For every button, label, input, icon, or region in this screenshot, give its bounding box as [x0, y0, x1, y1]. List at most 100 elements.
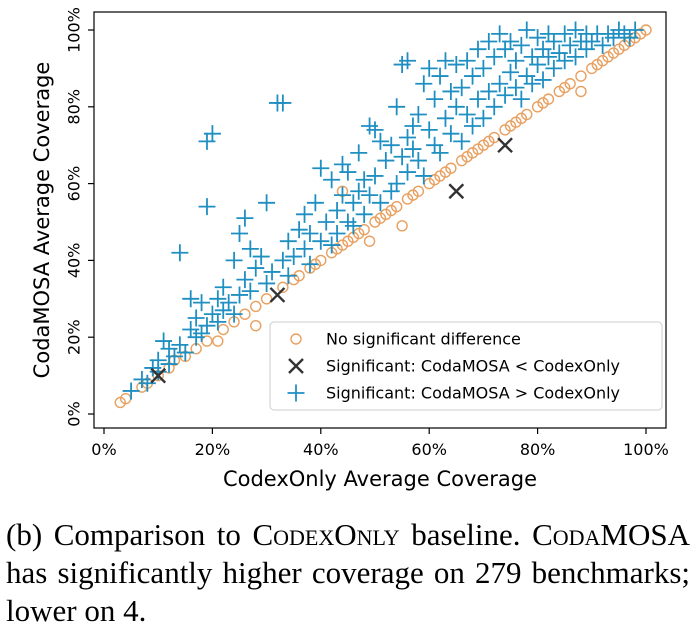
data-point [399, 52, 417, 70]
data-point [361, 186, 379, 204]
data-point [209, 313, 227, 331]
data-point [507, 79, 525, 97]
data-point [258, 194, 276, 212]
x-axis-label: CodexOnly Average Coverage [223, 467, 537, 491]
data-point [469, 90, 487, 108]
data-point [388, 175, 406, 193]
data-point [497, 137, 513, 154]
legend-label: Significant: CodaMOSA < CodexOnly [326, 357, 620, 376]
data-point [426, 90, 444, 108]
data-point [512, 36, 530, 54]
x-tick-label: 0% [91, 440, 116, 459]
data-point [390, 200, 403, 213]
data-point [529, 29, 547, 47]
data-point [296, 205, 314, 223]
data-point [301, 225, 319, 243]
y-tick-label: 100% [65, 7, 84, 53]
data-point [241, 282, 259, 300]
data-point [542, 93, 555, 105]
data-point [296, 240, 314, 258]
x-tick-label: 20% [195, 440, 231, 459]
x-tick-label: 60% [411, 440, 447, 459]
data-point [252, 248, 270, 266]
data-point [464, 67, 482, 85]
data-point [317, 213, 335, 231]
data-point [377, 152, 395, 170]
data-point [350, 144, 368, 162]
data-point [328, 225, 346, 243]
data-point [567, 21, 585, 39]
data-point [474, 109, 492, 127]
data-point [355, 205, 373, 223]
data-point [564, 78, 576, 90]
data-point [529, 56, 547, 74]
data-point [225, 251, 243, 269]
data-point [306, 194, 324, 212]
data-point [523, 75, 541, 93]
data-point [371, 132, 389, 150]
data-point [231, 225, 248, 243]
data-point [241, 240, 259, 258]
data-point [193, 294, 211, 312]
data-point [138, 374, 156, 392]
data-point [198, 317, 216, 335]
data-point [409, 105, 427, 123]
data-point [165, 347, 183, 365]
data-point [350, 182, 368, 200]
plot-area [93, 11, 667, 429]
data-point [485, 48, 503, 66]
axis-ticks: 0% 20% 40% 60% 80% 100% 0% 20% 40% 60% 80% 100% [65, 7, 669, 459]
data-point [290, 221, 308, 239]
data-point [382, 136, 400, 154]
data-point [236, 209, 254, 227]
data-point [247, 259, 265, 277]
data-point [469, 40, 487, 58]
data-point [149, 351, 167, 369]
data-point [279, 232, 297, 250]
data-point [355, 171, 373, 189]
data-point [198, 198, 216, 216]
data-point [277, 281, 289, 293]
data-point [323, 171, 341, 189]
data-point [171, 244, 189, 262]
data-point [323, 236, 341, 254]
data-point [258, 274, 276, 292]
data-point [415, 167, 433, 185]
data-point [431, 144, 449, 162]
data-point [393, 148, 411, 166]
data-point [436, 52, 454, 70]
data-point [279, 267, 297, 285]
data-point [502, 63, 519, 81]
data-point [575, 85, 587, 98]
data-point [371, 194, 389, 212]
data-point [209, 290, 227, 308]
data-point [491, 25, 509, 43]
data-point [412, 185, 425, 197]
x-tick-label: 100% [623, 440, 669, 459]
data-point [339, 163, 357, 181]
data-point [301, 255, 319, 273]
data-point [220, 294, 238, 312]
y-tick-label: 40% [65, 243, 84, 279]
data-point [363, 235, 376, 247]
data-point [203, 125, 221, 143]
figure-caption: (b) Comparison to CodexOnly baseline. Co… [6, 516, 690, 630]
data-point [250, 319, 262, 332]
data-point [312, 232, 330, 250]
data-point [409, 152, 427, 170]
data-point [436, 109, 454, 127]
data-point [344, 194, 362, 212]
y-tick-label: 0% [65, 401, 84, 426]
data-point [250, 300, 262, 313]
data-point [217, 323, 229, 336]
data-point [447, 56, 465, 74]
y-tick-label: 60% [65, 166, 84, 202]
data-point [458, 105, 476, 123]
data-point [260, 293, 273, 305]
data-point [263, 263, 281, 281]
data-point [491, 75, 509, 93]
data-point [328, 201, 346, 219]
data-point [480, 82, 498, 100]
data-point [315, 254, 327, 267]
data-point [448, 183, 465, 200]
